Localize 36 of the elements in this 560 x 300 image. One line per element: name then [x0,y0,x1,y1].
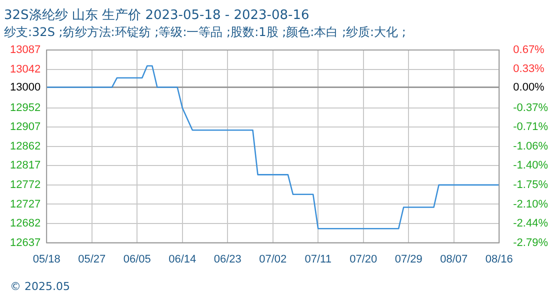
x-tick-label: 06/23 [214,253,242,266]
y-tick-label: 13087 [10,44,41,56]
y2-tick-label: -1.06% [513,140,548,152]
y2-tick-label: 0.00% [513,81,545,94]
x-tick-label: 07/29 [394,253,422,266]
y-tick-label: 12907 [10,121,41,134]
y-tick-label: 12952 [10,102,41,114]
y-tick-label: 13000 [10,81,41,94]
x-tick-label: 05/27 [78,253,106,266]
y-tick-label: 12817 [10,160,41,172]
chart-title: 32S涤纶纱 山东 生产价 2023-05-18 - 2023-08-16 [4,8,310,24]
x-tick-label: 06/14 [168,253,196,266]
x-tick-label: 07/11 [304,253,332,266]
y-tick-label: 12727 [10,198,41,210]
chart-subtitle: 纱支:32S ;纺纱方法:环锭纺 ;等级:一等品 ;股数:1股 ;颜色:本白 ;纱质:大化 ; [4,24,406,39]
x-tick-label: 07/20 [350,253,378,266]
y-tick-label: 12682 [10,218,41,230]
y-tick-label: 12772 [10,178,41,191]
y-tick-label: 12637 [10,236,41,249]
x-tick-label: 08/07 [440,253,468,266]
y2-tick-label: 0.33% [513,62,545,75]
y2-tick-label: -2.79% [513,236,548,249]
y2-tick-label: -2.10% [513,198,548,210]
y2-tick-label: -0.37% [513,102,548,114]
x-tick-label: 05/18 [32,253,60,266]
y-tick-label: 12862 [10,140,41,152]
y2-tick-label: -2.44% [513,217,548,230]
y2-tick-label: -1.40% [513,159,548,172]
x-tick-label: 06/05 [123,253,151,266]
y2-tick-label: 0.67% [513,44,545,56]
x-tick-label: 08/16 [485,253,513,266]
x-tick-label: 07/02 [259,253,287,266]
y-tick-label: 13042 [10,63,41,76]
y2-tick-label: -0.71% [513,120,548,133]
text: © 2025.05 [10,280,70,293]
y2-tick-label: -1.75% [513,178,548,191]
